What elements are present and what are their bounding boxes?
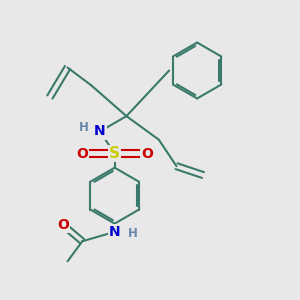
Text: O: O <box>141 146 153 161</box>
Text: S: S <box>109 146 120 161</box>
Text: O: O <box>76 146 88 161</box>
Text: O: O <box>57 218 69 232</box>
Text: H: H <box>128 227 137 240</box>
Text: N: N <box>109 225 121 239</box>
Text: H: H <box>79 122 89 134</box>
Text: N: N <box>94 124 106 138</box>
